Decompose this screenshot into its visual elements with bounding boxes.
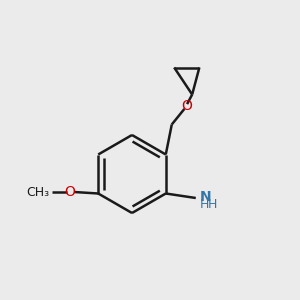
- Text: N: N: [200, 190, 211, 203]
- Text: H: H: [208, 198, 217, 211]
- Text: O: O: [181, 100, 192, 113]
- Text: O: O: [64, 185, 75, 199]
- Text: CH₃: CH₃: [26, 185, 49, 199]
- Text: H: H: [200, 198, 209, 211]
